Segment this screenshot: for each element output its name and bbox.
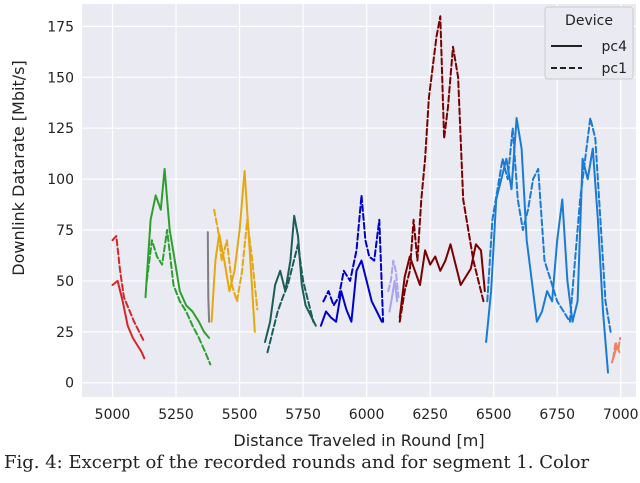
y-axis-label: Downlink Datarate [Mbit/s] (9, 60, 28, 275)
x-tick-label: 5750 (285, 407, 321, 423)
series-line-4-solid (206, 231, 211, 323)
x-tick-label: 6500 (476, 407, 512, 423)
y-tick-label: 0 (65, 376, 74, 392)
y-tick-label: 125 (47, 121, 74, 137)
x-tick-label: 6250 (412, 407, 448, 423)
x-tick-label: 5500 (222, 407, 258, 423)
figure-caption: Fig. 4: Excerpt of the recorded rounds a… (4, 452, 590, 473)
series-line-1-dashed (111, 235, 146, 343)
x-axis-label: Distance Traveled in Round [m] (233, 431, 484, 450)
x-tick-label: 7000 (603, 407, 639, 423)
series-line-18-dashed (612, 336, 622, 360)
series-line-2-solid (144, 167, 211, 339)
y-tick-label: 75 (56, 223, 74, 239)
series-line-6-dashed (213, 208, 259, 311)
series-line-0-solid (111, 279, 146, 360)
y-tick-label: 100 (47, 172, 74, 188)
legend-pc1-label: pc1 (602, 61, 628, 77)
series-line-3-dashed (145, 229, 212, 366)
series-line-16-dashed (486, 117, 612, 333)
y-tick-labels: 0 25 50 75 100 125 150 175 (47, 19, 74, 391)
y-tick-label: 175 (47, 19, 74, 35)
series-line-13-solid (398, 243, 486, 319)
legend-title: Device (565, 13, 613, 29)
y-tick-label: 150 (47, 70, 74, 86)
series-line-8-dashed (266, 243, 315, 354)
series-group (111, 15, 622, 374)
y-tick-label: 25 (56, 325, 74, 341)
series-line-10-dashed (322, 194, 385, 323)
chart: 5000 5250 5500 5750 6000 6250 6500 6750 7000 0 25… (9, 4, 639, 450)
y-tick-label: 50 (56, 274, 74, 290)
x-tick-labels: 5000 5250 5500 5750 6000 6250 6500 6750 7000 (95, 407, 639, 423)
x-tick-label: 5250 (158, 407, 194, 423)
series-line-7-solid (264, 214, 317, 343)
legend-pc4-label: pc4 (602, 39, 628, 55)
series-line-11-solid (388, 279, 399, 313)
series-line-9-solid (319, 259, 383, 327)
series-line-15-solid (485, 117, 609, 374)
series-line-14-dashed (398, 15, 485, 323)
x-tick-label: 6000 (349, 407, 385, 423)
legend-box (544, 6, 634, 80)
legend: Device pc4 pc1 (544, 6, 634, 80)
x-tick-label: 5000 (95, 407, 131, 423)
series-line-12-dashed (387, 259, 400, 299)
x-tick-label: 6750 (539, 407, 575, 423)
